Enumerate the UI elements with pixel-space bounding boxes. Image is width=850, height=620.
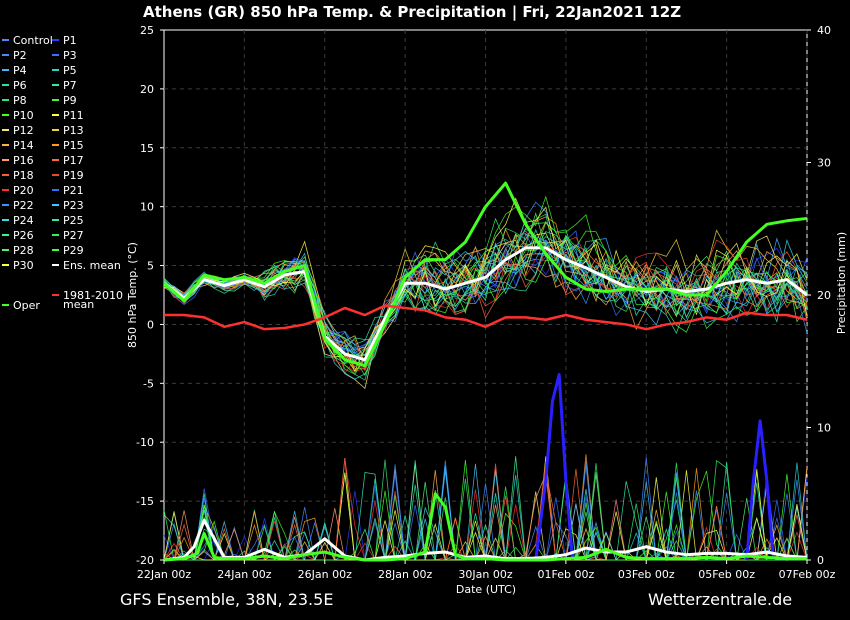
legend-label: P1 [63, 34, 77, 47]
member-temp-line [163, 197, 808, 372]
grid [164, 30, 808, 560]
legend-label: P12 [13, 124, 34, 137]
legend-label: P16 [13, 154, 34, 167]
legend-label: P23 [63, 199, 84, 212]
legend-label: P17 [63, 154, 84, 167]
y2-axis: 40 30 20 10 0 [807, 24, 831, 567]
legend-label: P14 [13, 139, 34, 152]
x-tick-label: 01Feb 00z [538, 568, 595, 581]
legend-label: Control [13, 34, 53, 47]
legend-label: P11 [63, 109, 84, 122]
highlight-traces [163, 181, 808, 562]
x-tick-label: 28Jan 00z [378, 568, 432, 581]
y-tick-label: 20 [140, 83, 154, 96]
y2-tick-label: 10 [817, 422, 831, 435]
member-temp-line [163, 220, 808, 366]
legend-label: P21 [63, 184, 84, 197]
y-tick-label: 15 [140, 142, 154, 155]
legend-label: P10 [13, 109, 34, 122]
y-axis-label: 850 hPa Temp. (°C) [126, 242, 139, 348]
y-tick-label: 25 [140, 24, 154, 37]
y-tick-label: -5 [143, 377, 154, 390]
legend-label: mean [63, 298, 94, 311]
member-temp-line [163, 233, 808, 364]
legend-label: P5 [63, 64, 77, 77]
y2-tick-label: 20 [817, 289, 831, 302]
legend-label: P6 [13, 79, 27, 92]
x-tick-label: 05Feb 00z [698, 568, 755, 581]
legend-label: P8 [13, 94, 27, 107]
x-tick-label: 26Jan 00z [298, 568, 352, 581]
y-tick-label: -15 [136, 495, 154, 508]
y-axis: 25 20 15 10 5 0 -5 -10 -15 -20 [136, 24, 164, 567]
legend-label: P2 [13, 49, 27, 62]
x-tick-label: 07Feb 00z [779, 568, 836, 581]
legend-label: Ens. mean [63, 259, 121, 272]
y-tick-label: 0 [147, 318, 154, 331]
legend-label: P29 [63, 244, 84, 257]
legend-label: P20 [13, 184, 34, 197]
legend-label: P27 [63, 229, 84, 242]
y2-tick-label: 30 [817, 157, 831, 170]
ens-mean-temp-line [163, 246, 808, 362]
legend-label: P19 [63, 169, 84, 182]
legend-label: P3 [63, 49, 77, 62]
ens-mean-precip-line [163, 518, 808, 562]
p1-precip-line [534, 373, 575, 561]
legend-label: P24 [13, 214, 34, 227]
x-tick-label: 30Jan 00z [458, 568, 512, 581]
legend-label: P26 [13, 229, 34, 242]
legend-label: P22 [13, 199, 34, 212]
x-tick-label: 24Jan 00z [217, 568, 271, 581]
legend-label: P30 [13, 259, 34, 272]
legend-label: 1981-2010 [63, 289, 123, 302]
x-tick-label: 22Jan 00z [137, 568, 191, 581]
legend-label: P28 [13, 244, 34, 257]
legend-label: P18 [13, 169, 34, 182]
y2-tick-label: 40 [817, 24, 831, 37]
legend-label: P9 [63, 94, 77, 107]
legend-label: P25 [63, 214, 84, 227]
y-tick-label: 10 [140, 201, 154, 214]
member-temp-line [163, 212, 808, 356]
legend-label: P4 [13, 64, 27, 77]
y2-axis-label: Precipitation (mm) [835, 232, 848, 334]
oper-temp-line [163, 181, 808, 368]
footer-model: GFS Ensemble, 38N, 23.5E [120, 590, 333, 609]
legend-label: Oper [13, 299, 40, 312]
chart-title: Athens (GR) 850 hPa Temp. & Precipitatio… [143, 3, 681, 22]
y-tick-label: -10 [136, 436, 154, 449]
legend: Control P1 P2 P3 P4 P5 P6 P7 P8 P9 P10 P11 P12 P13 P14… [2, 34, 123, 312]
x-tick-label: 03Feb 00z [618, 568, 675, 581]
x-axis: 22Jan 00z 24Jan 00z 26Jan 00z 28Jan 00z 30Ja… [137, 560, 836, 581]
legend-label: P7 [63, 79, 77, 92]
legend-label: P15 [63, 139, 84, 152]
x-axis-label: Date (UTC) [456, 583, 516, 596]
member-temp-line [163, 230, 808, 375]
footer-site: Wetterzentrale.de [648, 590, 792, 609]
member-temp-line [163, 241, 808, 357]
legend-label: P13 [63, 124, 84, 137]
1981-2010-mean-temp-line [164, 304, 808, 331]
y2-tick-label: 0 [817, 554, 824, 567]
member-temp-line [163, 228, 808, 356]
y-tick-label: 5 [147, 260, 154, 273]
p1-precip-line [745, 419, 776, 561]
oper-precip-line [163, 492, 807, 562]
y-tick-label: -20 [136, 554, 154, 567]
